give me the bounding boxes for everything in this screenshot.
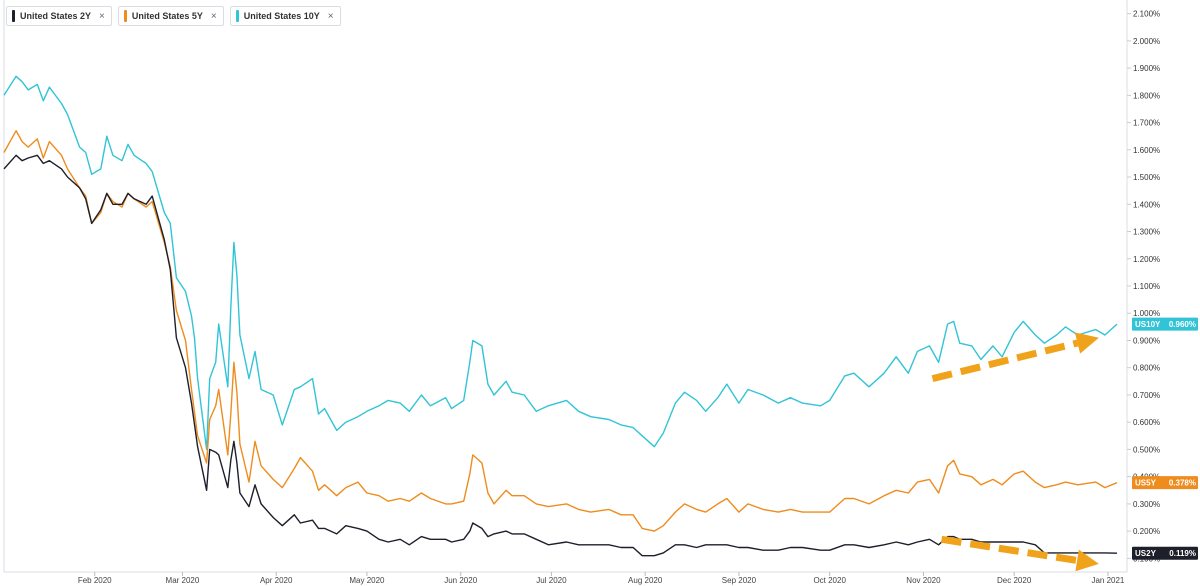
y-tick-label: 1.800% <box>1133 91 1160 100</box>
y-tick-label: 0.600% <box>1133 418 1160 427</box>
trend-arrow-head-2 <box>1075 549 1099 572</box>
x-tick-label: Dec 2020 <box>997 576 1032 585</box>
x-tick-label: Nov 2020 <box>906 576 941 585</box>
price-tag-value: 0.119% <box>1169 549 1196 558</box>
x-tick-label: Jan 2021 <box>1091 576 1124 585</box>
legend: United States 2Y × United States 5Y × Un… <box>6 6 341 26</box>
y-tick-label: 1.900% <box>1133 64 1160 73</box>
y-tick-label: 1.300% <box>1133 228 1160 237</box>
y-tick-label: 2.000% <box>1133 37 1160 46</box>
legend-label-2y: United States 2Y <box>20 11 92 21</box>
trend-arrow-head-1 <box>1074 332 1099 354</box>
y-tick-label: 2.100% <box>1133 10 1160 19</box>
y-tick-label: 0.300% <box>1133 500 1160 509</box>
x-tick-label: Apr 2020 <box>260 576 293 585</box>
trend-arrow-shaft-2 <box>941 535 1078 564</box>
y-tick-label: 0.900% <box>1133 336 1160 345</box>
y-tick-label: 0.200% <box>1133 527 1160 536</box>
x-tick-label: Oct 2020 <box>813 576 846 585</box>
x-tick-label: Aug 2020 <box>628 576 663 585</box>
close-icon[interactable]: × <box>210 10 217 22</box>
x-tick-label: Jun 2020 <box>444 576 477 585</box>
y-tick-label: 1.200% <box>1133 255 1160 264</box>
trend-arrow-shaft-1 <box>931 339 1079 383</box>
legend-label-5y: United States 5Y <box>131 11 203 21</box>
price-tag-symbol: US10Y <box>1135 320 1161 329</box>
close-icon[interactable]: × <box>327 10 334 22</box>
legend-label-10y: United States 10Y <box>243 11 320 21</box>
x-tick-label: May 2020 <box>349 576 385 585</box>
legend-swatch-5y <box>123 10 127 22</box>
y-tick-label: 1.500% <box>1133 173 1160 182</box>
y-tick-label: 0.700% <box>1133 391 1160 400</box>
y-tick-label: 1.400% <box>1133 200 1160 209</box>
price-tag-us5y <box>1132 476 1198 490</box>
price-tag-symbol: US5Y <box>1135 479 1157 488</box>
legend-chip-2y[interactable]: United States 2Y × <box>6 6 112 26</box>
y-tick-label: 1.100% <box>1133 282 1160 291</box>
legend-chip-5y[interactable]: United States 5Y × <box>117 6 224 26</box>
y-tick-label: 1.700% <box>1133 119 1160 128</box>
x-tick-label: Mar 2020 <box>166 576 200 585</box>
close-icon[interactable]: × <box>99 10 105 22</box>
legend-swatch-2y <box>12 10 15 22</box>
y-tick-label: 1.000% <box>1133 309 1160 318</box>
price-tag-us2y <box>1132 546 1198 560</box>
y-tick-label: 1.600% <box>1133 146 1160 155</box>
legend-swatch-10y <box>235 10 239 22</box>
x-tick-label: Sep 2020 <box>722 576 757 585</box>
legend-chip-10y[interactable]: United States 10Y × <box>229 6 341 26</box>
price-tag-us10y <box>1132 317 1198 331</box>
series-line-us10y <box>3 75 1118 451</box>
price-tag-value: 0.960% <box>1169 320 1196 329</box>
y-tick-label: 0.800% <box>1133 364 1160 373</box>
series-line-us2y <box>3 154 1118 557</box>
x-tick-label: Feb 2020 <box>78 576 112 585</box>
price-tag-value: 0.378% <box>1169 479 1196 488</box>
price-tag-symbol: US2Y <box>1135 549 1157 558</box>
x-tick-label: Jul 2020 <box>536 576 567 585</box>
y-tick-label: 0.500% <box>1133 445 1160 454</box>
series-line-us5y <box>3 130 1118 532</box>
